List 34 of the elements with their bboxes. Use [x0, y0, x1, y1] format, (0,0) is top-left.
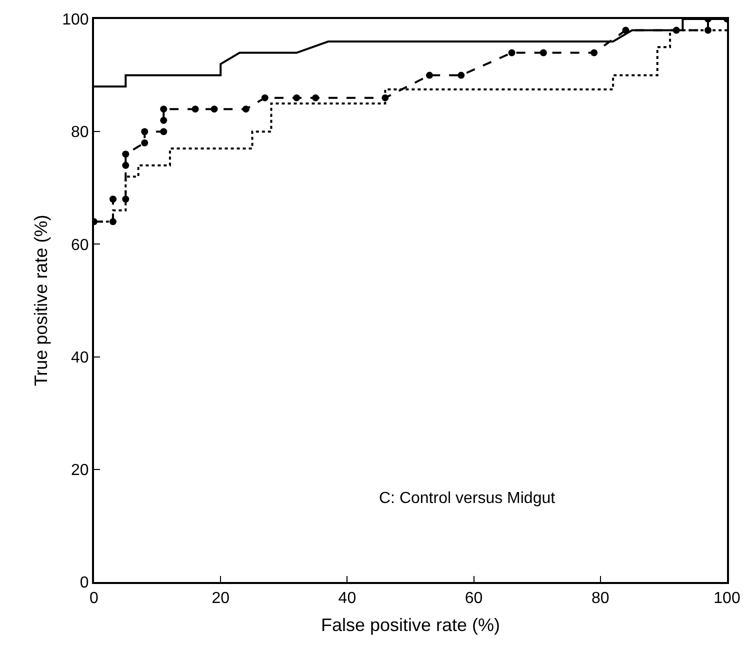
- point: [261, 94, 268, 102]
- point: [426, 72, 433, 79]
- point: [141, 139, 148, 146]
- y-tick-label: 100: [62, 12, 89, 29]
- point: [293, 94, 300, 102]
- point: [622, 26, 630, 34]
- point: [458, 72, 465, 79]
- point: [109, 196, 116, 203]
- x-tick-label: 80: [592, 590, 610, 608]
- x-tick-label: 60: [464, 590, 483, 608]
- y-tick-label: 20: [71, 462, 89, 479]
- y-axis-title: True positive rate (%): [30, 214, 51, 386]
- point: [312, 94, 320, 102]
- x-tick-label: 40: [338, 590, 356, 608]
- x-tick-label: 20: [212, 590, 230, 608]
- y-tick-label: 40: [71, 349, 89, 366]
- point: [160, 116, 168, 124]
- x-tick-label: 100: [714, 590, 740, 608]
- point: [122, 150, 130, 158]
- y-tick-label: 0: [80, 574, 89, 592]
- point: [210, 106, 218, 113]
- point: [508, 49, 516, 56]
- annotation: C: Control versus Midgut: [379, 490, 556, 507]
- point: [540, 49, 547, 56]
- point: [160, 128, 168, 136]
- point: [590, 49, 598, 56]
- point: [141, 128, 148, 136]
- point: [160, 106, 168, 113]
- point: [242, 106, 250, 113]
- y-tick-label: 60: [71, 236, 89, 254]
- point: [122, 162, 130, 169]
- x-axis-title: False positive rate (%): [320, 614, 500, 635]
- y-tick-label: 80: [71, 124, 89, 142]
- point: [192, 106, 199, 113]
